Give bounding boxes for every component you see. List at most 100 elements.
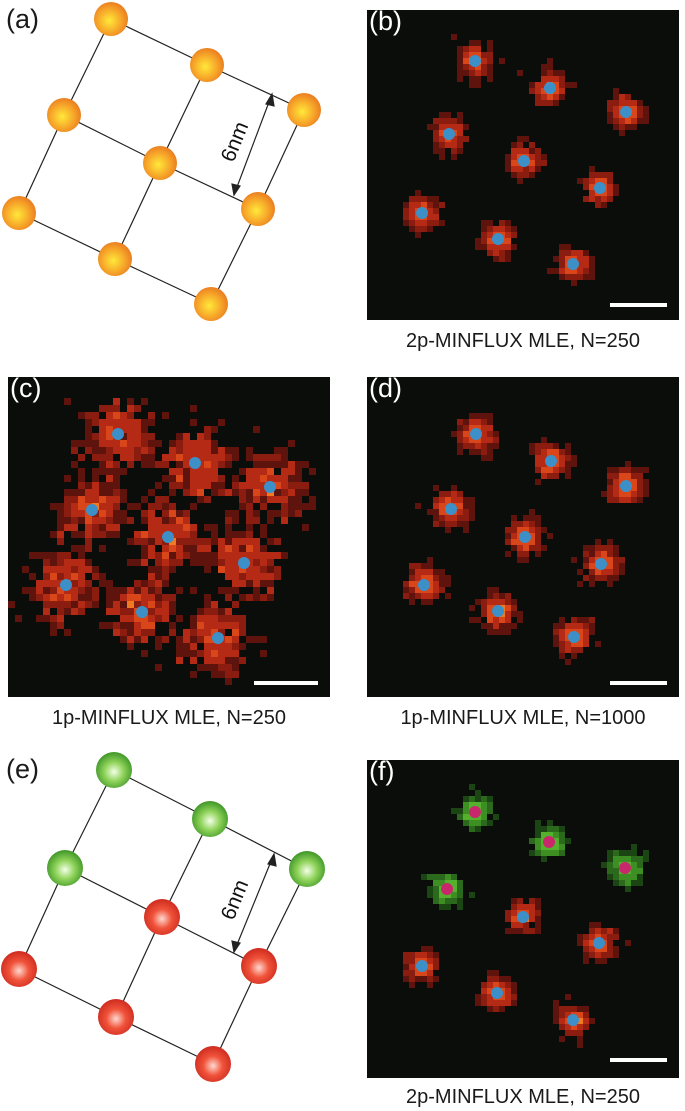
- density-pixel: [445, 497, 451, 503]
- density-pixel: [113, 622, 120, 629]
- density-pixel: [559, 449, 565, 455]
- density-pixel: [197, 468, 204, 475]
- density-pixel: [106, 503, 113, 510]
- density-pixel: [463, 437, 469, 443]
- density-pixel: [169, 608, 176, 615]
- density-pixel: [155, 587, 162, 594]
- density-pixel: [559, 641, 565, 647]
- density-pixel: [113, 447, 120, 454]
- density-pixel: [439, 569, 445, 575]
- density-pixel: [511, 154, 517, 160]
- density-pixel: [607, 874, 613, 880]
- density-pixel: [239, 622, 246, 629]
- density-pixel: [148, 587, 155, 594]
- density-pixel: [218, 552, 225, 559]
- density-pixel: [113, 405, 120, 412]
- density-pixel: [148, 412, 155, 419]
- density-pixel: [439, 521, 445, 527]
- density-pixel: [50, 559, 57, 566]
- density-pixel: [99, 426, 106, 433]
- density-pixel: [218, 566, 225, 573]
- density-pixel: [433, 196, 439, 202]
- density-pixel: [127, 405, 134, 412]
- density-pixel: [218, 615, 225, 622]
- density-pixel: [559, 826, 565, 832]
- density-pixel: [85, 538, 92, 545]
- density-pixel: [295, 496, 302, 503]
- density-pixel: [50, 503, 57, 510]
- density-pixel: [487, 802, 493, 808]
- density-pixel: [176, 517, 183, 524]
- density-pixel: [607, 196, 613, 202]
- density-pixel: [50, 580, 57, 587]
- density-pixel: [190, 552, 197, 559]
- density-pixel: [246, 475, 253, 482]
- density-pixel: [232, 566, 239, 573]
- density-pixel: [445, 593, 451, 599]
- density-pixel: [204, 468, 211, 475]
- density-pixel: [253, 468, 260, 475]
- density-pixel: [190, 538, 197, 545]
- density-pixel: [169, 601, 176, 608]
- density-pixel: [204, 657, 211, 664]
- density-pixel: [197, 545, 204, 552]
- density-pixel: [288, 440, 295, 447]
- density-pixel: [169, 629, 176, 636]
- density-pixel: [92, 419, 99, 426]
- density-pixel: [529, 910, 535, 916]
- estimate-marker: [136, 606, 148, 618]
- density-pixel: [155, 664, 162, 671]
- density-pixel: [571, 274, 577, 280]
- density-pixel: [475, 82, 481, 88]
- density-pixel: [204, 454, 211, 461]
- molecule-green: [192, 801, 228, 837]
- density-pixel: [589, 557, 595, 563]
- density-pixel: [99, 580, 106, 587]
- density-pixel: [148, 580, 155, 587]
- density-pixel: [309, 503, 316, 510]
- density-pixel: [559, 647, 565, 653]
- density-pixel: [529, 533, 535, 539]
- density-pixel: [439, 136, 445, 142]
- density-pixel: [99, 545, 106, 552]
- density-pixel: [511, 1000, 517, 1006]
- density-pixel: [493, 256, 499, 262]
- density-pixel: [99, 573, 106, 580]
- density-pixel: [113, 412, 120, 419]
- density-pixel: [141, 629, 148, 636]
- density-pixel: [43, 580, 50, 587]
- density-pixel: [559, 76, 565, 82]
- density-pixel: [565, 1012, 571, 1018]
- density-pixel: [439, 142, 445, 148]
- density-pixel: [155, 503, 162, 510]
- density-pixel: [469, 605, 475, 611]
- density-pixel: [601, 569, 607, 575]
- density-pixel: [148, 510, 155, 517]
- molecule-red: [1, 951, 37, 987]
- density-pixel: [134, 426, 141, 433]
- density-pixel: [439, 130, 445, 136]
- density-pixel: [190, 489, 197, 496]
- density-pixel: [607, 952, 613, 958]
- density-pixel: [43, 559, 50, 566]
- density-pixel: [463, 814, 469, 820]
- density-pixel: [302, 503, 309, 510]
- density-pixel: [607, 473, 613, 479]
- estimate-marker: [416, 960, 428, 972]
- density-pixel: [169, 489, 176, 496]
- density-pixel: [148, 489, 155, 496]
- density-pixel: [457, 491, 463, 497]
- density-pixel: [463, 425, 469, 431]
- density-pixel: [204, 643, 211, 650]
- density-pixel: [190, 475, 197, 482]
- density-pixel: [169, 447, 176, 454]
- density-pixel: [218, 664, 225, 671]
- density-pixel: [260, 545, 267, 552]
- density-pixel: [469, 70, 475, 76]
- density-pixel: [99, 524, 106, 531]
- density-pixel: [547, 850, 553, 856]
- density-pixel: [583, 952, 589, 958]
- density-pixel: [239, 545, 246, 552]
- density-pixel: [162, 454, 169, 461]
- density-pixel: [403, 220, 409, 226]
